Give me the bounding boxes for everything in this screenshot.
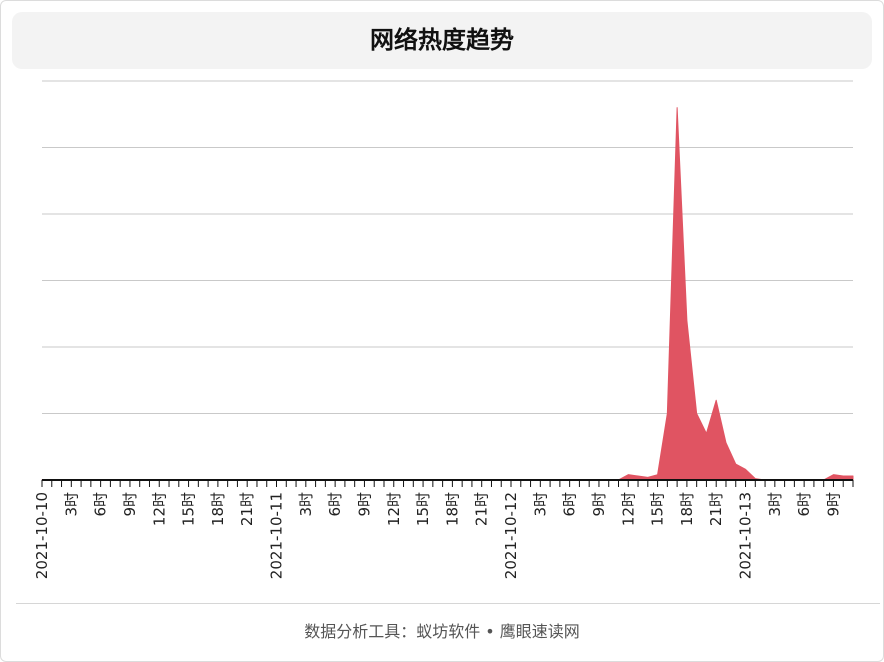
- x-tick-label: 15时: [180, 492, 198, 526]
- x-tick-label: 3时: [531, 492, 549, 517]
- data-point: [716, 400, 717, 401]
- data-point: [706, 433, 707, 434]
- data-point: [686, 320, 687, 321]
- x-tick-label: 2021-10-11: [268, 492, 286, 579]
- x-tick-label: 6时: [795, 492, 813, 517]
- x-tick-label: 18时: [678, 492, 696, 526]
- title-bar: 网络热度趋势: [12, 12, 872, 69]
- x-tick-label: 6时: [326, 492, 344, 517]
- data-point: [745, 469, 746, 470]
- x-tick-label: 6时: [561, 492, 579, 517]
- x-tick-label: 3时: [297, 492, 315, 517]
- x-tick-label: 15时: [649, 492, 667, 526]
- data-point: [647, 477, 648, 478]
- data-point: [852, 475, 853, 476]
- x-tick-label: 18时: [443, 492, 461, 526]
- x-tick-label: 2021-10-13: [737, 492, 755, 579]
- x-tick-label: 12时: [385, 492, 403, 526]
- data-point: [843, 475, 844, 476]
- x-tick-label: 21时: [473, 492, 491, 526]
- data-point: [725, 442, 726, 443]
- x-tick-label: 2021-10-10: [33, 492, 51, 579]
- data-point: [637, 475, 638, 476]
- chart-title: 网络热度趋势: [370, 26, 514, 54]
- x-tick-label: 9时: [121, 492, 139, 517]
- data-point: [677, 107, 678, 108]
- x-tick-label: 9时: [590, 492, 608, 517]
- series-area: [41, 107, 854, 481]
- x-tick-label: 18时: [209, 492, 227, 526]
- x-tick-label: 3时: [62, 492, 80, 517]
- x-tick-label: 9时: [824, 492, 842, 517]
- footer-divider: [16, 603, 880, 604]
- data-point: [696, 413, 697, 414]
- x-tick-label: 21时: [238, 492, 256, 526]
- x-tick-label: 2021-10-12: [502, 492, 520, 579]
- x-tick-label: 21时: [707, 492, 725, 526]
- footer-credit: 数据分析工具：蚁坊软件 • 鹰眼速读网: [304, 622, 580, 641]
- data-point: [735, 463, 736, 464]
- x-tick-label: 12时: [619, 492, 637, 526]
- data-point: [628, 474, 629, 475]
- x-tick-label: 12时: [150, 492, 168, 526]
- data-point: [667, 413, 668, 414]
- x-tick-label: 15时: [414, 492, 432, 526]
- data-point: [657, 474, 658, 475]
- x-tick-label: 3时: [766, 492, 784, 517]
- data-point: [833, 474, 834, 475]
- x-tick-label: 9时: [355, 492, 373, 517]
- x-tick-label: 6时: [92, 492, 110, 517]
